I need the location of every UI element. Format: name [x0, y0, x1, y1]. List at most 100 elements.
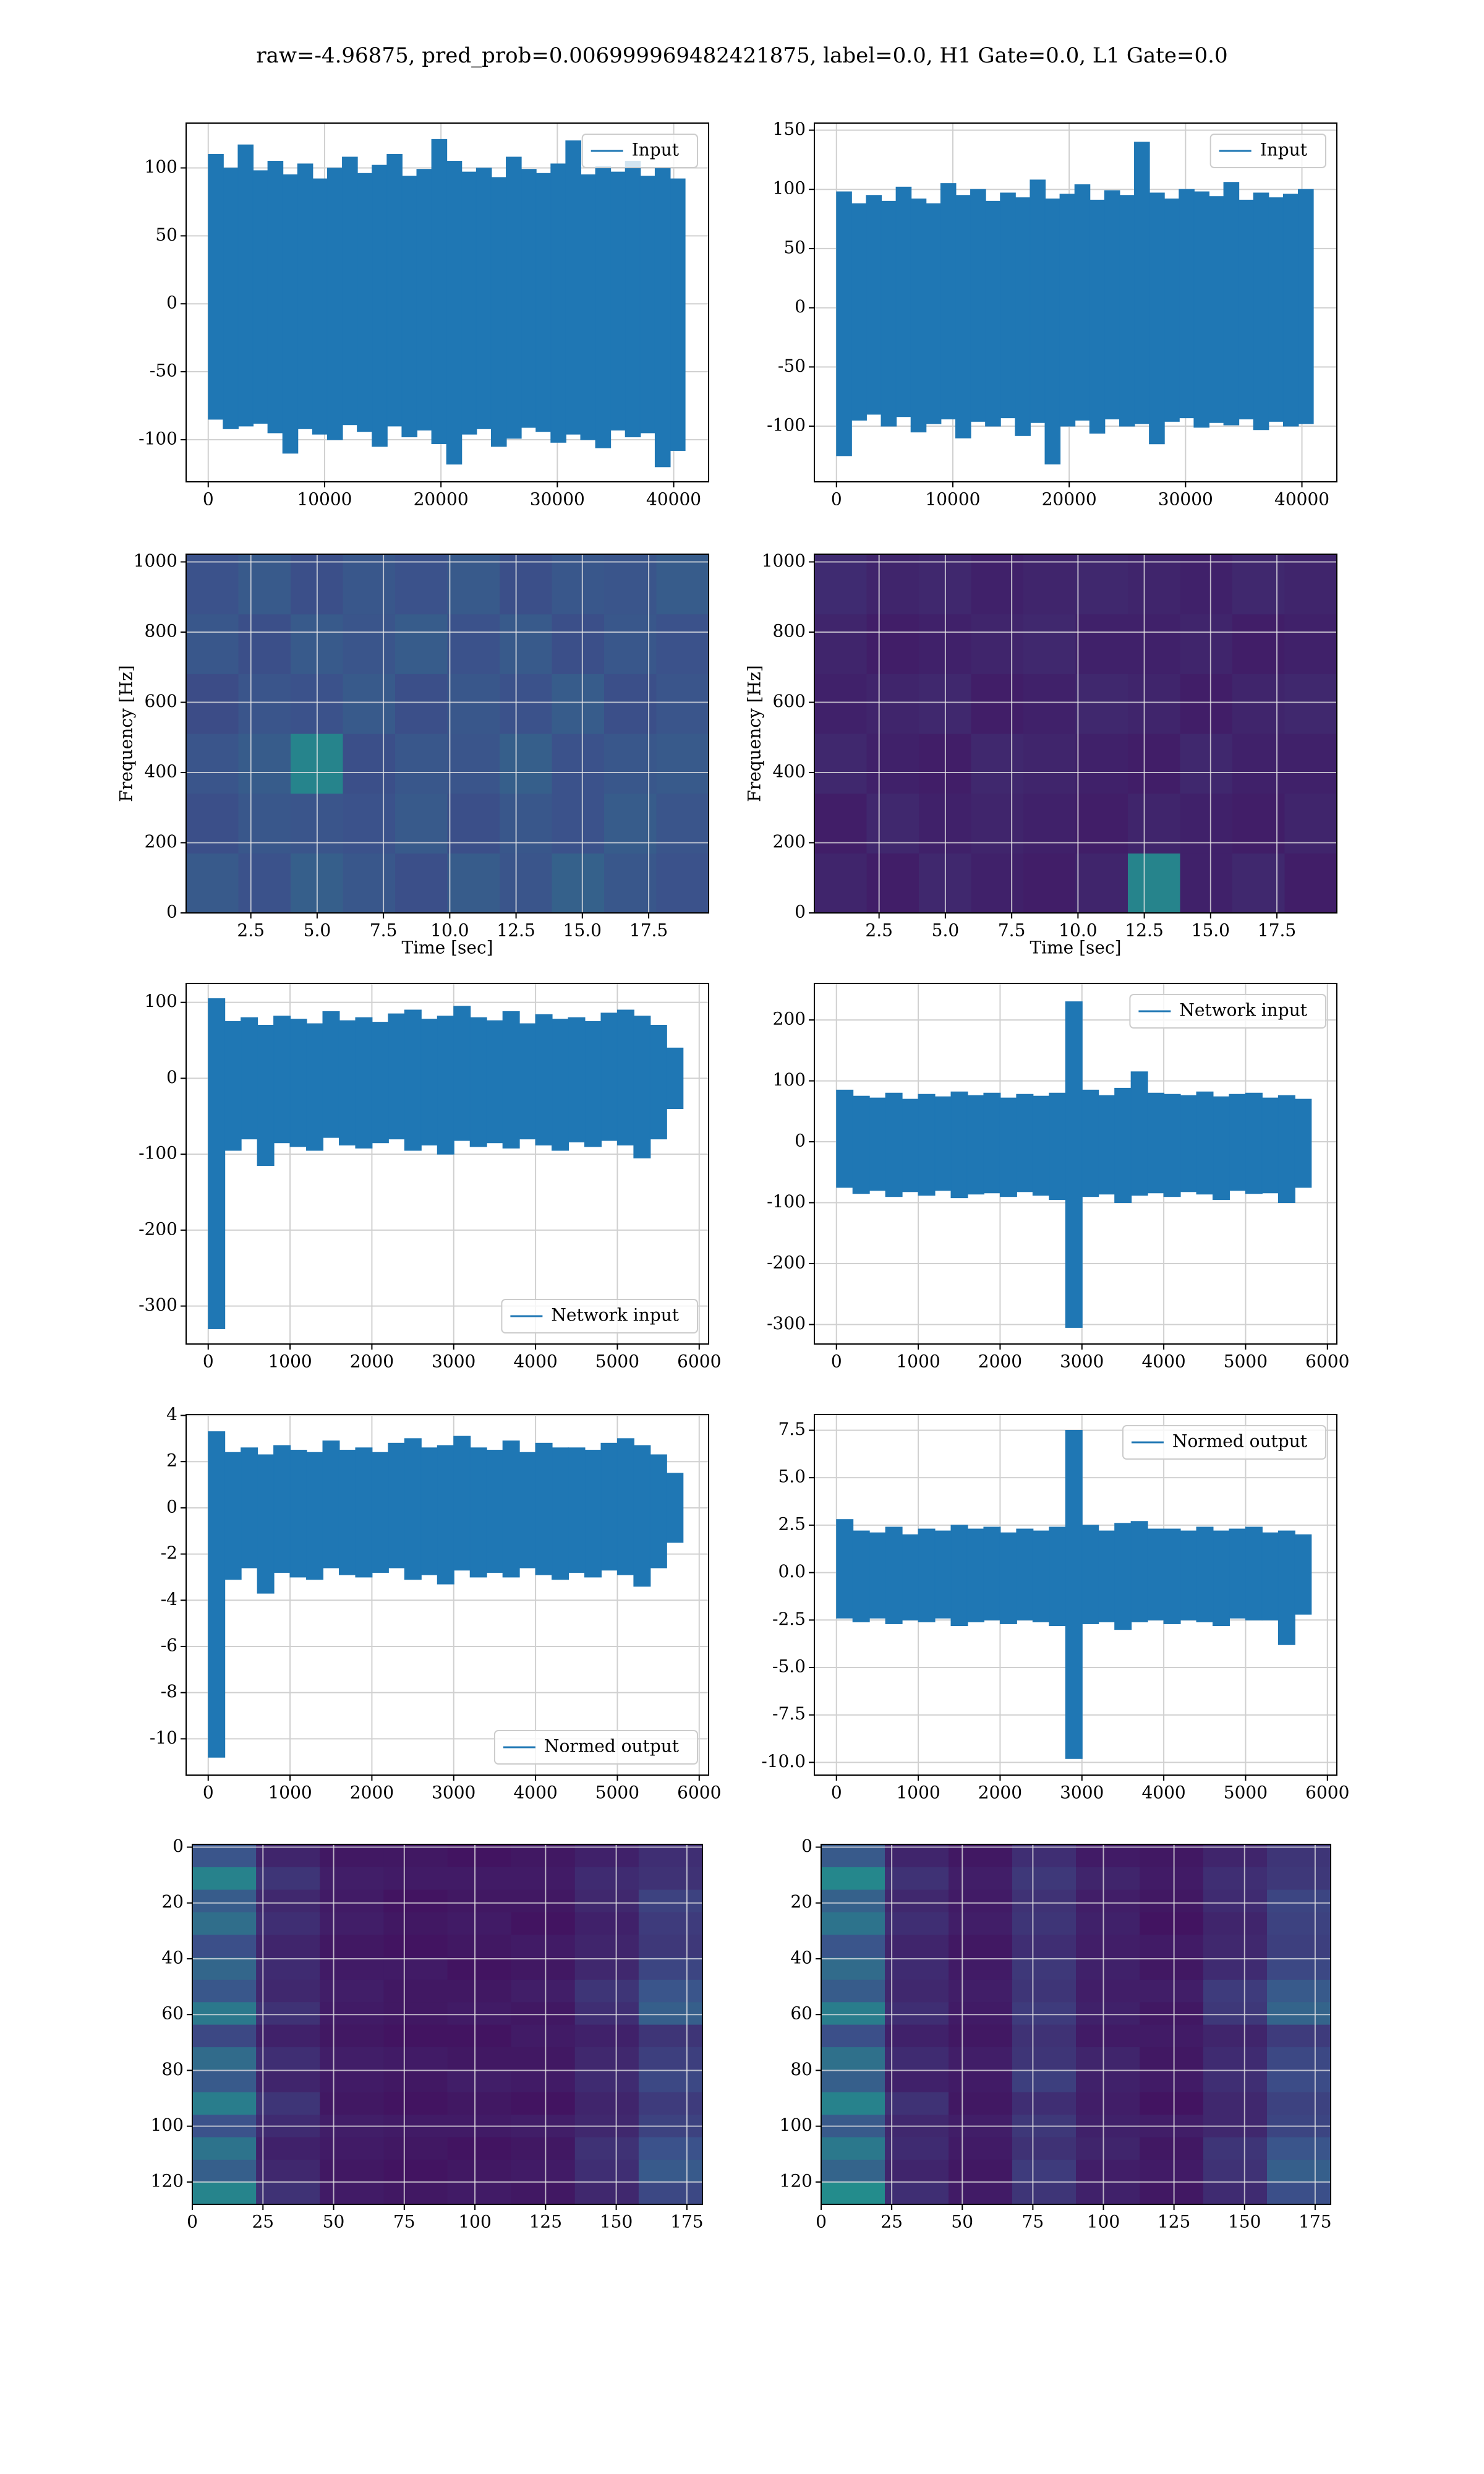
heatmap-cell — [192, 1867, 257, 1890]
x-tick-label: 100 — [458, 2212, 491, 2232]
heatmap-cell — [604, 554, 657, 615]
heatmap-cell — [604, 793, 657, 854]
y-tick-label: 100 — [145, 991, 177, 1011]
signal-envelope — [322, 1011, 340, 1138]
signal-envelope — [306, 1023, 324, 1151]
heatmap-cell — [320, 2159, 384, 2183]
signal-envelope — [1030, 179, 1046, 423]
y-tick-label: -2 — [161, 1543, 177, 1563]
signal-envelope — [1104, 190, 1120, 420]
heatmap-cell — [821, 1956, 885, 1980]
signal-envelope — [1059, 194, 1076, 427]
heatmap-cell — [638, 2047, 703, 2070]
x-tick-label: 4000 — [1141, 1351, 1185, 1372]
heatmap-cell — [1128, 793, 1181, 854]
heatmap-cell — [447, 2181, 512, 2205]
x-tick-label: 5.0 — [932, 920, 960, 941]
x-tick-label: 12.5 — [1125, 920, 1163, 941]
panel: 0 25 50 75 100 125 150 175 0 20 40 60 80 100 120 — [151, 1836, 704, 2232]
heatmap-cell — [1012, 2181, 1077, 2205]
legend-label: Normed output — [544, 1736, 680, 1757]
signal-envelope — [1049, 1526, 1067, 1627]
heatmap-cell — [1284, 674, 1337, 734]
x-tick-label: 2000 — [978, 1783, 1022, 1803]
heatmap-cell — [383, 1844, 448, 1867]
heatmap-cell — [1180, 554, 1233, 615]
y-tick-label: -2.5 — [772, 1609, 806, 1629]
y-tick-label: -300 — [767, 1313, 806, 1333]
heatmap-cell — [1140, 2069, 1204, 2092]
signal-envelope — [519, 1452, 537, 1569]
heatmap-cell — [949, 2159, 1013, 2183]
signal-envelope — [535, 173, 552, 432]
y-tick-label: -100 — [139, 428, 177, 448]
heatmap-cell — [383, 2024, 448, 2047]
legend-box — [581, 134, 698, 168]
heatmap-cell — [447, 1867, 512, 1890]
heatmap-cell — [949, 1934, 1013, 1958]
signal-envelope — [568, 1447, 586, 1573]
signal-envelope — [357, 173, 373, 432]
heatmap-cell — [866, 734, 919, 794]
signal-envelope — [1180, 1530, 1198, 1620]
signal-envelope — [654, 168, 671, 468]
heatmap-cell — [604, 734, 657, 794]
signal-envelope — [1147, 1092, 1165, 1194]
heatmap-cell — [447, 1844, 512, 1867]
heatmap-cell — [1076, 1934, 1140, 1958]
heatmap-cell — [638, 1934, 703, 1958]
heatmap-cell — [1232, 853, 1286, 914]
heatmap-cell — [1076, 1956, 1140, 1980]
heatmap-cell — [885, 2181, 949, 2205]
heatmap-cell — [949, 2001, 1013, 2025]
heatmap-cell — [574, 2024, 639, 2047]
x-tick-label: 6000 — [677, 1783, 721, 1803]
x-tick-label: 10.0 — [1059, 920, 1097, 941]
signal-envelope — [565, 140, 581, 435]
signal-envelope — [388, 1013, 406, 1140]
heatmap-cell — [1075, 734, 1128, 794]
heatmap-cell — [1140, 1889, 1204, 1912]
heatmap-cell — [256, 2047, 320, 2070]
heatmap-cell — [1267, 1934, 1331, 1958]
heatmap-cell — [1023, 853, 1077, 914]
heatmap-cell — [500, 734, 553, 794]
heatmap-cell — [256, 2069, 320, 2092]
signal-envelope — [955, 195, 971, 439]
heatmap-cell — [821, 1912, 885, 1935]
heatmap-cell — [1140, 2047, 1204, 2070]
x-tick-label: 25 — [252, 2212, 274, 2232]
signal-envelope — [386, 154, 403, 427]
heatmap-cell — [383, 1867, 448, 1890]
legend-box — [1129, 994, 1326, 1029]
heatmap-cell — [192, 2069, 257, 2092]
signal-envelope — [966, 1528, 984, 1622]
y-tick-label: 200 — [773, 1009, 806, 1029]
x-axis-label: Time [sec] — [1030, 938, 1121, 958]
heatmap-cell — [638, 1889, 703, 1912]
heatmap-cell — [1012, 2136, 1077, 2160]
signal-envelope — [1149, 192, 1165, 445]
x-tick-label: 175 — [670, 2212, 703, 2232]
heatmap-cell — [186, 793, 239, 854]
heatmap-cell — [656, 734, 709, 794]
signal-envelope — [326, 168, 343, 440]
signal-envelope — [519, 1023, 537, 1140]
x-tick-label: 12.5 — [497, 920, 535, 941]
signal-envelope — [983, 1092, 1001, 1194]
x-tick-label: 7.5 — [370, 920, 398, 941]
heatmap-cell — [256, 1867, 320, 1890]
y-tick-label: -4 — [161, 1589, 177, 1609]
heatmap-cell — [447, 734, 500, 794]
heatmap-cell — [949, 1867, 1013, 1890]
signal-envelope — [306, 1452, 324, 1580]
heatmap-cell — [511, 1912, 576, 1935]
heatmap-cell — [971, 674, 1024, 734]
x-tick-label: 1000 — [896, 1783, 940, 1803]
heatmap-cell — [1140, 1867, 1204, 1890]
heatmap-cell — [192, 1912, 257, 1935]
heatmap-cell — [638, 2069, 703, 2092]
heatmap-cell — [949, 1979, 1013, 2003]
heatmap-cell — [447, 1912, 512, 1935]
y-tick-label: 0 — [166, 902, 177, 922]
